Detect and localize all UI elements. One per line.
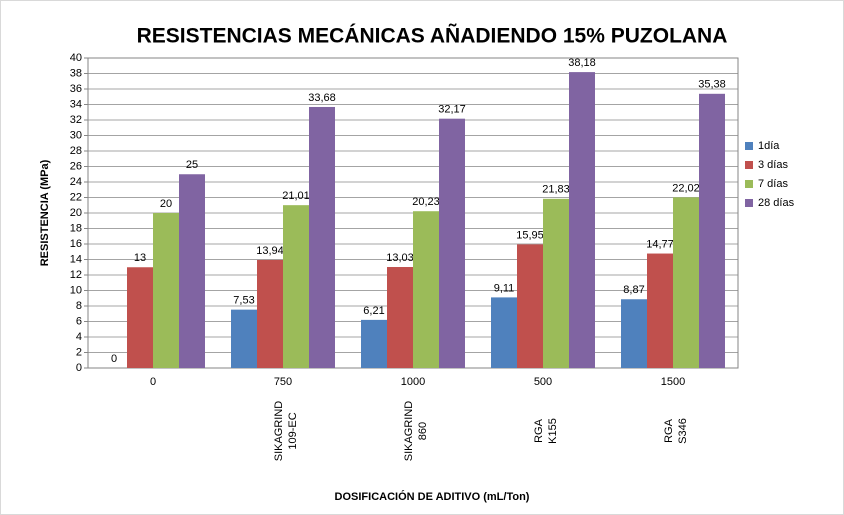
y-tick-label: 20 [70,207,82,219]
x-sublabel-line: SIKAGRIND [403,401,415,462]
legend-swatch [745,180,753,188]
data-label: 33,68 [308,92,336,104]
x-sublabel: RGA S346 [663,418,689,444]
y-tick-label: 0 [76,362,82,374]
bar [647,253,673,368]
legend-swatch [745,161,753,169]
data-label: 13,03 [386,252,414,264]
x-tick-label: 750 [274,376,292,388]
bar [569,72,595,368]
x-sublabel-line: K155 [547,418,559,444]
x-sublabel-line: 109-EC [287,412,299,449]
bar [673,197,699,368]
legend-label: 3 días [758,159,788,171]
y-tick-label: 4 [76,331,82,343]
y-tick-label: 12 [70,269,82,281]
data-label: 7,53 [233,295,254,307]
data-label: 32,17 [438,104,466,116]
bar [413,211,439,368]
legend-label: 7 días [758,178,788,190]
x-tick-label: 0 [150,376,156,388]
y-tick-label: 36 [70,83,82,95]
y-tick-label: 40 [70,52,82,64]
y-tick-label: 26 [70,160,82,172]
bar [699,93,725,369]
data-label: 38,18 [568,57,596,69]
y-tick-label: 38 [70,67,82,79]
data-label: 6,21 [363,305,384,317]
chart-title: RESISTENCIAS MECÁNICAS AÑADIENDO 15% PUZ… [137,25,728,48]
y-tick-label: 18 [70,222,82,234]
data-label: 35,38 [698,79,726,91]
bar [621,299,647,368]
bar [153,213,179,368]
y-tick-label: 32 [70,114,82,126]
bar [309,106,335,368]
x-sublabel-line: SIKAGRIND [273,401,285,462]
y-axis-title: RESISTENCIA (MPa) [39,159,51,266]
bar [257,259,283,368]
data-label: 25 [186,159,198,171]
legend-swatch [745,142,753,150]
y-tick-label: 30 [70,129,82,141]
y-tick-label: 24 [70,176,82,188]
bar [231,309,257,368]
y-tick-label: 16 [70,238,82,250]
x-sublabel: SIKAGRIND 109-EC [273,401,299,462]
x-sublabel-line: 860 [417,422,429,440]
data-label: 8,87 [623,284,644,296]
bar [179,174,205,368]
x-sublabel: SIKAGRIND 860 [403,401,429,462]
x-sublabel-line: RGA [663,418,675,443]
y-tick-label: 8 [76,300,82,312]
y-tick-label: 6 [76,315,82,327]
y-tick-label: 14 [70,253,82,265]
bar [283,205,309,368]
data-label: 15,95 [516,229,544,241]
data-label: 20,23 [412,196,440,208]
x-tick-label: 1000 [401,376,425,388]
data-label: 20 [160,198,172,210]
x-sublabel-line: RGA [533,418,545,443]
x-axis-title: DOSIFICACIÓN DE ADITIVO (mL/Ton) [335,490,530,503]
y-tick-label: 10 [70,284,82,296]
bar [517,244,543,368]
bar [127,267,153,368]
data-label: 9,11 [494,282,515,294]
bar [387,267,413,368]
y-tick-label: 2 [76,346,82,358]
bar [439,118,465,369]
bar [491,297,517,368]
y-tick-label: 34 [70,98,82,110]
data-label: 21,83 [542,184,570,196]
data-label: 13 [134,252,146,264]
data-label: 0 [111,353,117,365]
legend-swatch [745,199,753,207]
x-sublabel: RGA K155 [533,418,559,444]
bar [361,319,387,368]
legend-label: 1día [758,140,780,152]
x-tick-label: 1500 [661,376,685,388]
bar [543,198,569,368]
data-label: 13,94 [256,245,284,257]
data-label: 22,02 [672,182,700,194]
x-sublabel-line: S346 [677,418,689,444]
x-tick-label: 500 [534,376,552,388]
data-label: 21,01 [282,190,310,202]
y-tick-label: 22 [70,191,82,203]
data-label: 14,77 [646,238,674,250]
y-tick-label: 28 [70,145,82,157]
legend-label: 28 días [758,197,795,209]
